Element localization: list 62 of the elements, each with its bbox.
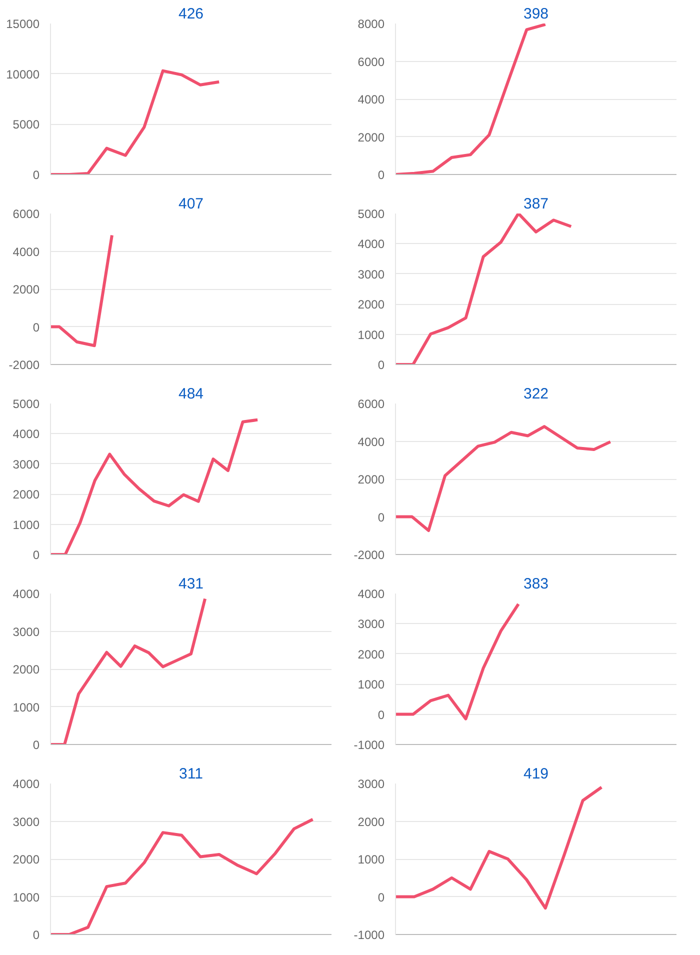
- y-tick-label: 1000: [358, 852, 385, 866]
- y-tick-label: 4000: [12, 777, 40, 791]
- y-tick-label: 4000: [12, 427, 40, 442]
- y-tick-label: 10000: [6, 67, 40, 82]
- y-tick-label: 2000: [358, 298, 385, 312]
- y-tick-label: 2000: [358, 130, 385, 144]
- y-tick-label: 0: [32, 928, 40, 942]
- y-tick-label: 8000: [358, 17, 385, 31]
- y-tick-label: 2000: [12, 282, 40, 296]
- y-tick-label: 5000: [12, 118, 40, 132]
- y-tick-label: 0: [32, 548, 40, 562]
- y-tick-label: 4000: [12, 244, 40, 259]
- y-tick-label: 1000: [12, 700, 40, 714]
- y-tick-label: 3000: [358, 777, 385, 791]
- y-tick-label: 1000: [358, 328, 385, 342]
- y-tick-label: 4000: [12, 587, 40, 601]
- y-tick-label: 5000: [358, 207, 385, 221]
- y-tick-label: 5000: [12, 397, 40, 411]
- chart-title: 419: [523, 766, 549, 782]
- y-tick-label: 0: [378, 358, 385, 372]
- y-tick-label: 4000: [358, 92, 385, 106]
- y-tick-label: -1000: [354, 738, 385, 752]
- y-tick-label: 2000: [358, 814, 385, 829]
- y-tick-label: 0: [378, 708, 385, 722]
- y-tick-label: 3000: [358, 267, 385, 282]
- y-tick-label: 2000: [12, 852, 40, 866]
- chart-title: 322: [523, 386, 549, 402]
- chart-title: 387: [523, 196, 549, 212]
- y-tick-label: 1000: [358, 678, 385, 692]
- y-tick-label: 1000: [12, 518, 40, 532]
- chart-title: 398: [523, 6, 549, 22]
- y-tick-label: 4000: [358, 434, 385, 449]
- y-tick-label: 2000: [12, 662, 40, 676]
- y-tick-label: -2000: [8, 358, 40, 372]
- y-tick-label: 2000: [358, 472, 385, 486]
- y-tick-label: 3000: [12, 457, 40, 472]
- y-tick-label: 2000: [358, 647, 385, 662]
- y-tick-label: 6000: [358, 54, 385, 69]
- y-tick-label: -2000: [354, 548, 385, 562]
- y-tick-label: 4000: [358, 587, 385, 601]
- chart-title: 426: [178, 6, 204, 22]
- y-tick-label: 3000: [12, 814, 40, 829]
- y-tick-label: 6000: [358, 397, 385, 411]
- chart-title: 431: [178, 576, 204, 592]
- y-tick-label: 0: [378, 168, 385, 182]
- y-tick-label: 0: [32, 320, 40, 334]
- y-tick-label: 0: [32, 168, 40, 182]
- y-tick-label: 3000: [12, 624, 40, 639]
- y-tick-label: 4000: [358, 237, 385, 252]
- y-tick-label: 15000: [6, 17, 40, 31]
- y-tick-label: 6000: [12, 207, 40, 221]
- y-tick-label: 1000: [12, 890, 40, 904]
- chart-title: 383: [523, 576, 549, 592]
- y-tick-label: 0: [378, 510, 385, 524]
- chart-title: 484: [178, 386, 204, 402]
- y-tick-label: 0: [378, 890, 385, 904]
- chart-title: 311: [179, 766, 203, 782]
- chart-title: 407: [178, 196, 204, 212]
- y-tick-label: 2000: [12, 488, 40, 502]
- y-tick-label: -1000: [354, 928, 385, 942]
- y-tick-label: 0: [32, 738, 40, 752]
- y-tick-label: 3000: [358, 617, 385, 632]
